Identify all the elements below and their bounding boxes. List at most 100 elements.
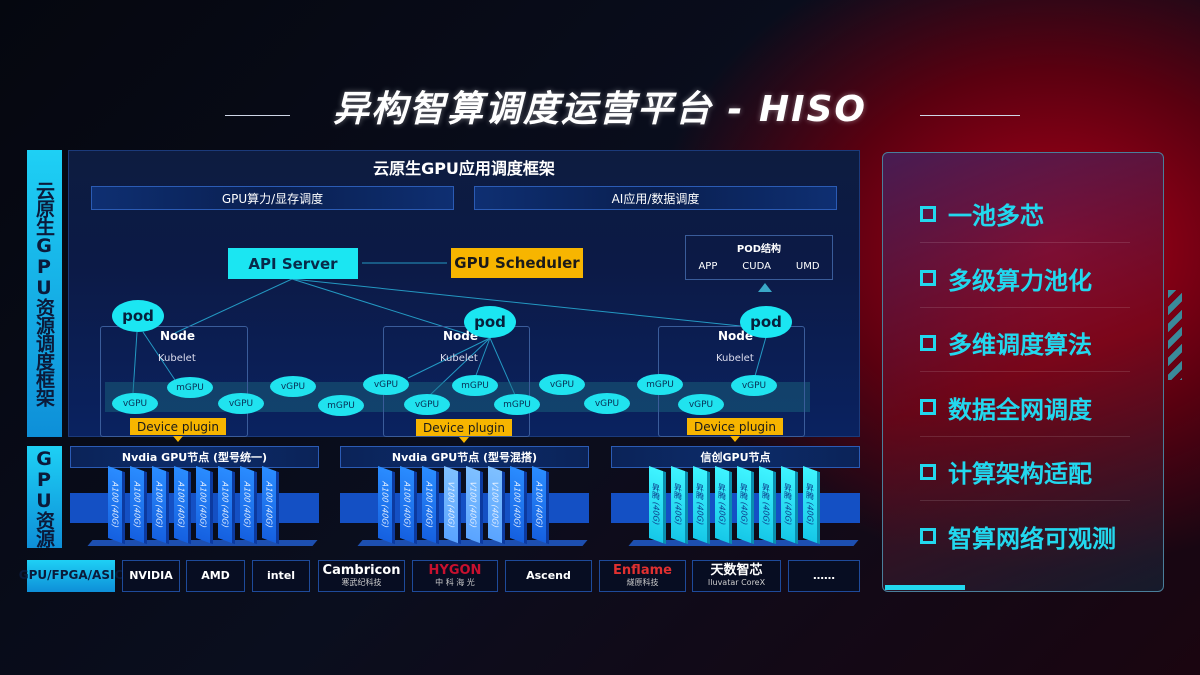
pod-2: pod	[464, 306, 516, 338]
feature-divider	[920, 435, 1130, 437]
gpu-unit-ellipse: vGPU	[539, 374, 585, 395]
gpu-unit-ellipse: vGPU	[363, 374, 409, 395]
ai-data-bar: AI应用/数据调度	[474, 186, 837, 210]
gpu-scheduler-box: GPU Scheduler	[451, 248, 583, 278]
gpu-card: 昇腾 (40G)	[737, 466, 754, 545]
gpu-unit-ellipse: mGPU	[637, 374, 683, 395]
feature-label: 一池多芯	[948, 202, 1044, 230]
gpu-card: A100 (40G)	[174, 466, 191, 545]
gpu-unit-ellipse: mGPU	[318, 395, 364, 416]
gpu-unit-ellipse: mGPU	[494, 394, 540, 415]
checkbox-square-icon	[920, 334, 936, 351]
gpu-unit-ellipse: mGPU	[167, 377, 213, 398]
gpu-unit-ellipse: vGPU	[678, 394, 724, 415]
panel-decor-stripes	[1168, 290, 1182, 380]
gpu-card: 昇腾 (40G)	[781, 466, 798, 545]
feature-divider	[920, 242, 1130, 243]
gpu-card: A100 (40G)	[218, 466, 235, 545]
gpu-card: 昇腾 (40G)	[759, 466, 776, 545]
feature-divider	[920, 500, 1130, 501]
vendor-logo-hygon: HYGON 中 科 海 光	[412, 560, 498, 592]
resources-side-label: GPU资源	[27, 446, 62, 548]
node-label: Node	[160, 329, 196, 343]
gpu-card: A100 (40G)	[196, 466, 213, 545]
feature-label: 智算网络可观测	[948, 524, 1116, 553]
pod-item-umd: UMD	[795, 261, 820, 272]
vendor-name: ……	[813, 568, 835, 582]
feature-item: 多级算力池化	[920, 261, 1092, 296]
api-server-box: API Server	[228, 248, 358, 279]
page-title: 异构智算调度运营平台 - HISO	[332, 89, 868, 130]
gpu-group-title: Nvdia GPU节点 (型号统一)	[70, 446, 319, 468]
feature-divider	[920, 306, 1130, 308]
checkbox-square-icon	[920, 270, 936, 286]
feature-label: 多维调度算法	[948, 331, 1092, 359]
gpu-unit-ellipse: vGPU	[270, 376, 316, 397]
arrow-down-icon	[730, 436, 740, 442]
checkbox-square-icon	[920, 399, 936, 415]
gpu-card: 昇腾 (40G)	[693, 466, 710, 545]
feature-item: 智算网络可观测	[920, 519, 1116, 554]
gpu-unit-ellipse: vGPU	[584, 393, 630, 414]
vendor-logo-cambricon: Cambricon 寒武纪科技	[318, 560, 405, 592]
gpu-card: A100 (40G)	[400, 466, 417, 545]
framework-title: 云原生GPU应用调度框架	[373, 159, 555, 178]
feature-item: 一池多芯	[920, 196, 1044, 231]
vendor-logo-enflame: Enflame 燧原科技	[599, 560, 686, 592]
gpu-card: V100 (40G)	[444, 466, 461, 545]
node-label: Node	[718, 329, 754, 343]
gpu-card: A100 (40G)	[152, 466, 169, 545]
feature-item: 多维调度算法	[920, 325, 1092, 360]
gpu-card: A100 (40G)	[510, 466, 527, 545]
vendor-subtitle: Iluvatar CoreX	[707, 577, 766, 587]
feature-divider	[920, 371, 1130, 372]
pod-1: pod	[112, 300, 164, 332]
features-panel	[882, 152, 1164, 592]
gpu-card: 昇腾 (40G)	[715, 466, 732, 545]
kubelet-label: Kubelet	[440, 353, 478, 364]
vendor-logo-ascend: Ascend	[505, 560, 592, 592]
gpu-group-title: Nvdia GPU节点 (型号混搭)	[340, 446, 589, 468]
feature-item: 计算架构适配	[920, 454, 1092, 489]
gpu-card: A100 (40G)	[108, 466, 125, 545]
gpu-card: A100 (40G)	[532, 466, 549, 545]
checkbox-square-icon	[920, 205, 936, 222]
framework-side-label: 云原生GPU资源调度框架	[27, 150, 62, 437]
gpu-unit-ellipse: vGPU	[112, 393, 158, 414]
gpu-compute-bar: GPU算力/显存调度	[91, 186, 454, 210]
vendor-subtitle: 中 科 海 光	[435, 577, 475, 587]
vendor-name: Cambricon	[322, 563, 401, 579]
vendor-name: Ascend	[526, 568, 571, 582]
vendor-logo-intel: intel	[252, 560, 310, 592]
feature-label: 多级算力池化	[948, 266, 1092, 295]
gpu-card: A100 (40G)	[262, 466, 279, 545]
gpu-card: V100 (40G)	[488, 466, 505, 545]
pod-item-cuda: CUDA	[742, 261, 771, 272]
kubelet-label: Kubelet	[716, 353, 754, 364]
vendor-subtitle: 燧原科技	[626, 577, 659, 587]
pod-item-app: APP	[698, 261, 718, 272]
vendor-logo-amd: AMD	[186, 560, 245, 592]
vendor-name: 天数智芯	[710, 563, 763, 579]
title-decor-line-right	[920, 115, 1020, 116]
pod-structure-title: POD结构	[736, 244, 782, 255]
chips-label: GPU/FPGA/ASIC	[19, 560, 123, 592]
gpu-group-title: 信创GPU节点	[611, 446, 860, 468]
gpu-unit-ellipse: vGPU	[218, 393, 264, 414]
panel-decor-bar	[885, 585, 965, 590]
vendor-name: AMD	[201, 568, 230, 582]
gpu-unit-ellipse: vGPU	[731, 375, 777, 396]
gpu-card: 昇腾 (40G)	[649, 466, 666, 545]
device-plugin-3: Device plugin	[687, 418, 783, 435]
node-label: Node	[443, 329, 479, 343]
gpu-card: 昇腾 (40G)	[671, 466, 688, 545]
vendor-name: Enflame	[613, 563, 672, 579]
gpu-card: V100 (40G)	[466, 466, 483, 545]
feature-item: 数据全网调度	[920, 390, 1092, 425]
device-plugin-1: Device plugin	[130, 418, 226, 435]
gpu-unit-ellipse: mGPU	[452, 375, 498, 396]
gpu-card: A100 (40G)	[378, 466, 395, 545]
vendor-subtitle: 寒武纪科技	[341, 577, 382, 587]
gpu-card: A100 (40G)	[422, 466, 439, 545]
pod-structure-box: POD结构 APP CUDA UMD	[685, 235, 833, 280]
